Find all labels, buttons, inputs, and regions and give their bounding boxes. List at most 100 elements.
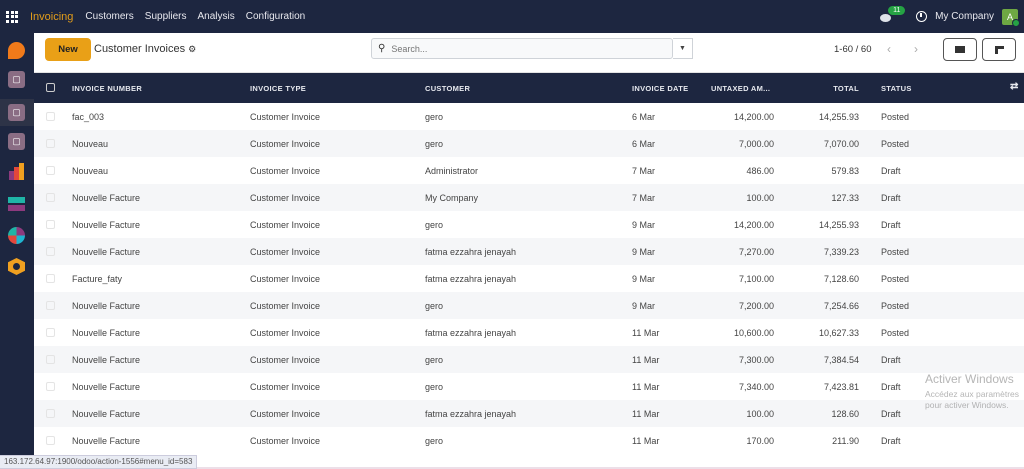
messages-icon[interactable]: 11 [880,5,906,22]
inventory-box-icon[interactable]: ▢ [8,104,25,121]
inventory-box-icon[interactable]: ▢ [8,71,25,88]
table-row[interactable]: Nouvelle Facture Customer Invoice gero 9 Ma… [34,292,1024,319]
select-all-checkbox[interactable] [46,83,55,92]
app-name[interactable]: Invoicing [30,10,74,23]
table-row[interactable]: Nouvelle Facture Customer Invoice gero 11 M… [34,373,1024,400]
cell-status: Posted [881,274,910,284]
stripes-app-icon[interactable] [8,197,25,214]
cell-customer: gero [425,301,444,311]
row-checkbox[interactable] [46,112,55,121]
cell-untaxed-amount: 14,200.00 [733,112,774,122]
cell-invoice-number: Nouvelle Facture [72,247,141,257]
table-row[interactable]: Nouvelle Facture Customer Invoice gero 11 M… [34,427,1024,454]
pager-value[interactable]: 1-60 / 60 [834,44,872,55]
list-icon [955,46,965,53]
cell-total: 14,255.93 [818,220,859,230]
cell-total: 7,070.00 [823,139,859,149]
cell-untaxed-amount: 14,200.00 [733,220,774,230]
cell-invoice-date: 7 Mar [632,166,656,176]
cell-invoice-number: Nouvelle Facture [72,382,141,392]
control-panel: New Customer Invoices⚙ ⚲ ▼ 1-60 / 60 ‹ › [34,33,1024,73]
menu-customers[interactable]: Customers [85,11,134,22]
cell-untaxed-amount: 100.00 [746,193,774,203]
search-box[interactable]: ⚲ [371,38,673,59]
table-row[interactable]: Nouvelle Facture Customer Invoice fatma ez… [34,400,1024,427]
row-checkbox[interactable] [46,220,55,229]
menu-configuration[interactable]: Configuration [245,11,306,22]
table-row[interactable]: Nouvelle Facture Customer Invoice My Compa… [34,184,1024,211]
cell-invoice-number: Nouvelle Facture [72,220,141,230]
cell-customer: fatma ezzahra jenayah [425,274,517,284]
cell-invoice-number: fac_003 [72,112,105,122]
cell-total: 211.90 [832,436,859,446]
cell-customer: fatma ezzahra jenayah [425,247,517,257]
page-title-text: Customer Invoices [94,43,186,55]
cell-untaxed-amount: 100.00 [746,409,774,419]
cell-untaxed-amount: 486.00 [746,166,774,176]
cell-invoice-type: Customer Invoice [250,112,321,122]
kanban-view-button[interactable] [982,38,1016,61]
row-checkbox[interactable] [46,247,55,256]
previous-page-button[interactable]: ‹ [878,39,900,59]
table-row[interactable]: Facture_faty Customer Invoice fatma ezzahr… [34,265,1024,292]
company-switcher[interactable]: My Company [935,11,994,22]
table-row[interactable]: Nouveau Customer Invoice Administrator 7 Ma… [34,157,1024,184]
row-checkbox[interactable] [46,409,55,418]
row-checkbox[interactable] [46,436,55,445]
table-row[interactable]: Nouvelle Facture Customer Invoice fatma ez… [34,238,1024,265]
menu-analysis[interactable]: Analysis [197,11,235,22]
row-checkbox[interactable] [46,355,55,364]
col-invoice-date[interactable]: INVOICE DATE [632,84,689,93]
cell-untaxed-amount: 10,600.00 [733,328,774,338]
optional-columns-toggle-icon[interactable]: ⇄ [1010,81,1019,92]
row-checkbox[interactable] [46,139,55,148]
cell-customer: gero [425,139,444,149]
table-row[interactable]: Nouvelle Facture Customer Invoice fatma ez… [34,319,1024,346]
table-row[interactable]: Nouvelle Facture Customer Invoice gero 9 Ma… [34,211,1024,238]
cell-invoice-date: 9 Mar [632,247,656,257]
cell-status: Draft [881,382,901,392]
table-row[interactable]: Nouvelle Facture Customer Invoice gero 11 M… [34,346,1024,373]
search-input[interactable] [391,43,652,54]
table-row[interactable]: Nouveau Customer Invoice gero 6 Mar 7,000.00… [34,130,1024,157]
cell-total: 7,128.60 [823,274,859,284]
discuss-icon[interactable] [8,42,25,59]
col-total[interactable]: TOTAL [833,84,859,93]
row-checkbox[interactable] [46,328,55,337]
activity-clock-icon[interactable] [916,11,928,22]
new-button[interactable]: New [45,38,91,61]
cell-invoice-type: Customer Invoice [250,220,321,230]
row-checkbox[interactable] [46,301,55,310]
search-options-dropdown[interactable]: ▼ [673,38,693,59]
col-untaxed-amount[interactable]: UNTAXED AM... [711,84,771,93]
row-checkbox[interactable] [46,193,55,202]
cell-untaxed-amount: 7,340.00 [738,382,774,392]
cell-invoice-number: Nouvelle Facture [72,301,141,311]
pie-app-icon[interactable] [8,227,25,244]
list-view-button[interactable] [943,38,977,61]
cell-invoice-type: Customer Invoice [250,139,321,149]
inventory-box-icon[interactable]: ▢ [8,133,25,150]
bar-chart-app-icon[interactable] [8,163,25,180]
col-invoice-number[interactable]: INVOICE NUMBER [72,84,143,93]
app-menu-grid-icon[interactable] [6,10,18,23]
col-customer[interactable]: CUSTOMER [425,84,471,93]
gear-icon[interactable]: ⚙ [188,44,197,54]
row-checkbox[interactable] [46,382,55,391]
col-status[interactable]: STATUS [881,84,912,93]
table-row[interactable]: fac_003 Customer Invoice gero 6 Mar 14,200.0… [34,103,1024,130]
windows-watermark-title: Activer Windows [925,372,1014,386]
menu-suppliers[interactable]: Suppliers [144,11,187,22]
top-navbar: Invoicing Customers Suppliers Analysis C… [0,0,1024,33]
col-invoice-type[interactable]: INVOICE TYPE [250,84,307,93]
row-checkbox[interactable] [46,274,55,283]
cell-status: Posted [881,112,910,122]
cell-customer: gero [425,220,444,230]
cell-status: Posted [881,301,910,311]
row-checkbox[interactable] [46,166,55,175]
next-page-button[interactable]: › [905,39,927,59]
cell-customer: gero [425,355,444,365]
cell-status: Posted [881,247,910,257]
user-avatar[interactable]: A [1002,8,1020,27]
hexagon-app-icon[interactable] [8,258,25,275]
